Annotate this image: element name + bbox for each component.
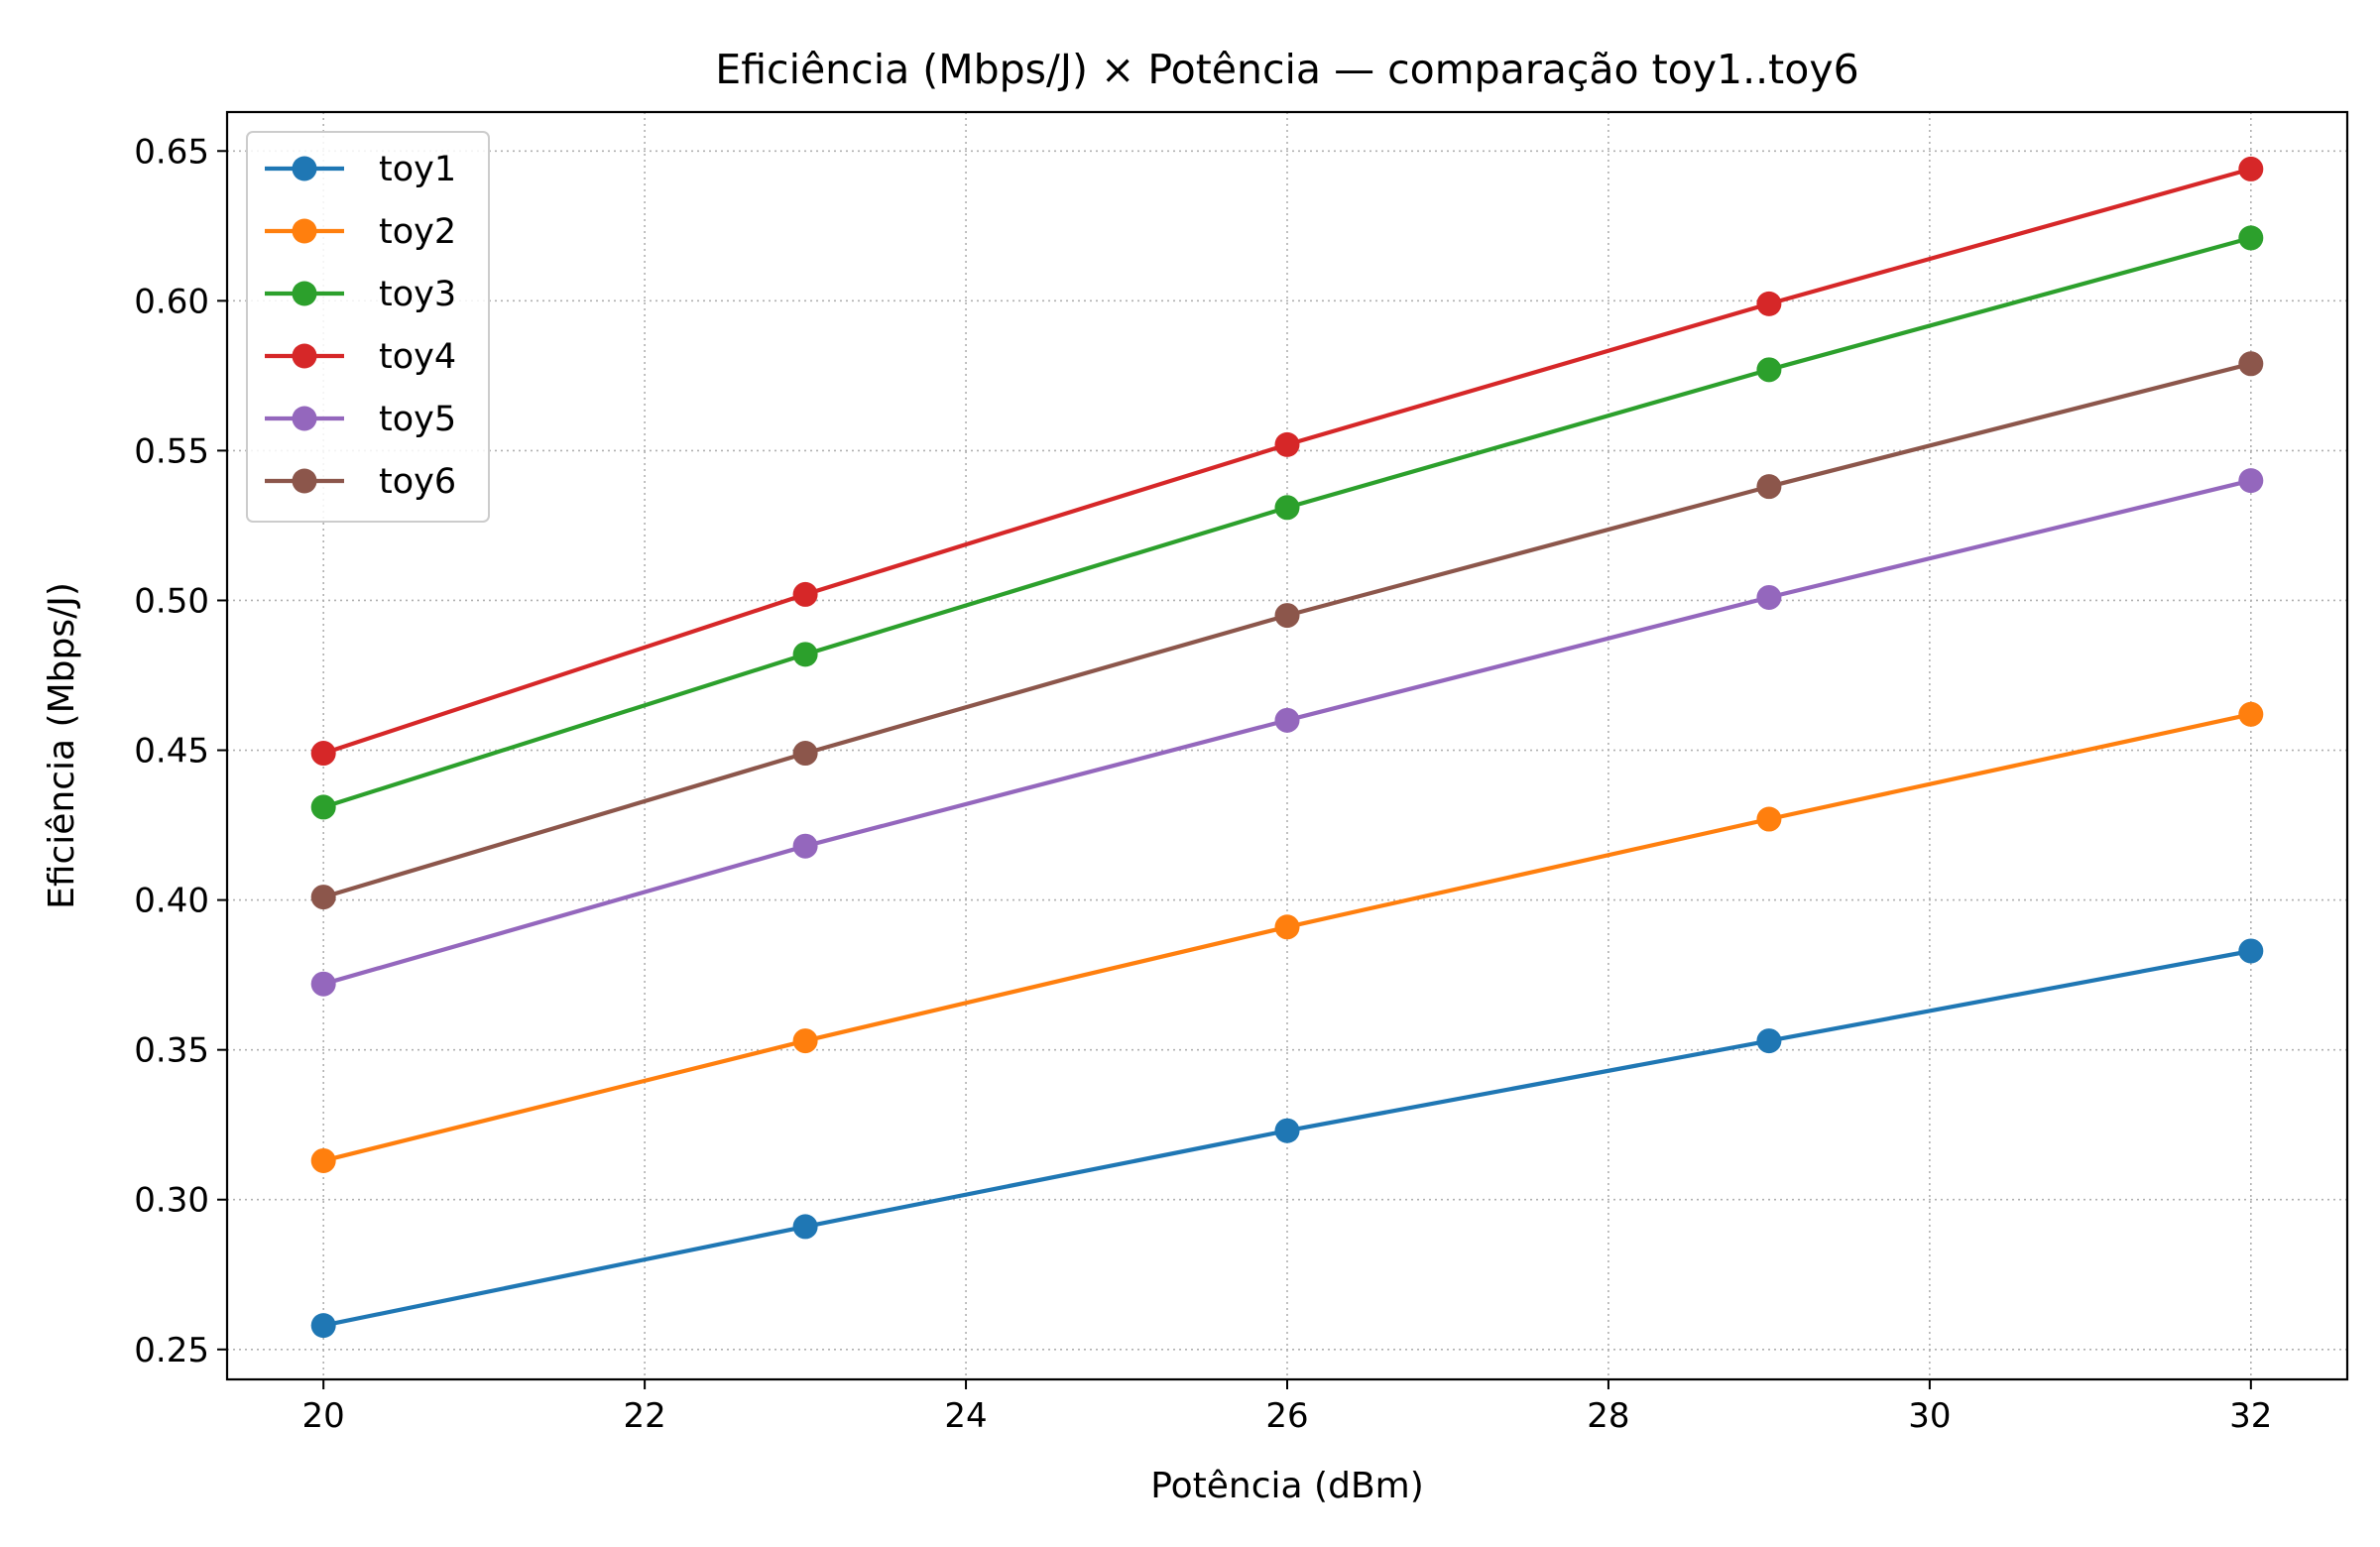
- series-layer: [310, 156, 2264, 1339]
- data-point-toy2: [792, 1028, 818, 1054]
- x-tick-label: 26: [1265, 1396, 1308, 1436]
- series-toy4: [310, 156, 2264, 767]
- data-point-toy5: [1274, 707, 1300, 733]
- legend-label: toy6: [379, 462, 456, 502]
- legend-marker: [292, 406, 317, 431]
- data-point-toy3: [1274, 495, 1300, 521]
- data-point-toy3: [792, 642, 818, 667]
- legend-item-toy2: toy2: [265, 212, 456, 252]
- legend-item-toy3: toy3: [265, 275, 456, 314]
- series-toy2: [310, 701, 2264, 1173]
- y-tick-label: 0.45: [134, 732, 209, 772]
- legend-label: toy1: [379, 150, 456, 189]
- legend-label: toy3: [379, 275, 456, 314]
- series-toy3: [310, 225, 2264, 820]
- legend-marker: [292, 281, 317, 306]
- legend-marker: [292, 468, 317, 494]
- data-point-toy5: [792, 833, 818, 859]
- x-tick-label: 24: [944, 1396, 987, 1436]
- data-point-toy3: [1756, 357, 1782, 383]
- data-point-toy2: [310, 1147, 336, 1173]
- data-point-toy6: [310, 885, 336, 910]
- x-tick-label: 32: [2229, 1396, 2272, 1436]
- data-point-toy1: [310, 1313, 336, 1339]
- y-tick-label: 0.60: [134, 282, 209, 321]
- data-point-toy6: [1274, 603, 1300, 629]
- legend-item-toy6: toy6: [265, 462, 456, 502]
- data-point-toy2: [1756, 806, 1782, 832]
- y-tick-label: 0.50: [134, 581, 209, 621]
- data-point-toy6: [792, 741, 818, 767]
- x-tick-label: 20: [302, 1396, 345, 1436]
- legend: toy1 toy2 toy3 toy4 toy5 toy6: [246, 131, 490, 523]
- data-point-toy4: [2238, 156, 2264, 181]
- x-axis: 20 22 24 26 28 30 32: [302, 1379, 2272, 1436]
- x-tick-label: 30: [1908, 1396, 1951, 1436]
- x-tick-label: 22: [623, 1396, 665, 1436]
- data-point-toy3: [310, 794, 336, 820]
- legend-item-toy4: toy4: [265, 337, 456, 377]
- data-point-toy1: [1274, 1118, 1300, 1143]
- data-point-toy6: [1756, 474, 1782, 500]
- data-point-toy1: [792, 1214, 818, 1240]
- series-toy1: [310, 938, 2264, 1339]
- data-point-toy2: [1274, 914, 1300, 940]
- y-tick-label: 0.55: [134, 431, 209, 471]
- data-point-toy5: [1756, 584, 1782, 610]
- data-point-toy4: [1274, 431, 1300, 457]
- data-point-toy5: [310, 971, 336, 997]
- chart-title: Eficiência (Mbps/J) × Potência — compara…: [715, 46, 1858, 93]
- data-point-toy6: [2238, 351, 2264, 377]
- data-point-toy1: [1756, 1028, 1782, 1054]
- legend-marker: [292, 218, 317, 244]
- legend-label: toy4: [379, 337, 456, 377]
- series-toy5: [310, 468, 2264, 997]
- legend-item-toy1: toy1: [265, 150, 456, 189]
- x-axis-label: Potência (dBm): [1150, 1466, 1424, 1506]
- legend-marker: [292, 343, 317, 369]
- legend-item-toy5: toy5: [265, 400, 456, 439]
- data-point-toy1: [2238, 938, 2264, 964]
- y-tick-label: 0.30: [134, 1181, 209, 1221]
- data-point-toy4: [792, 581, 818, 607]
- y-axis-label: Eficiência (Mbps/J): [42, 582, 82, 909]
- x-tick-label: 28: [1587, 1396, 1629, 1436]
- data-point-toy3: [2238, 225, 2264, 251]
- legend-label: toy2: [379, 212, 456, 252]
- data-point-toy4: [310, 741, 336, 767]
- series-toy6: [310, 351, 2264, 910]
- data-point-toy2: [2238, 701, 2264, 727]
- data-point-toy4: [1756, 291, 1782, 316]
- y-tick-label: 0.35: [134, 1031, 209, 1071]
- y-axis: 0.25 0.30 0.35 0.40 0.45 0.50 0.55 0.60 0.65: [134, 132, 227, 1370]
- legend-label: toy5: [379, 400, 456, 439]
- data-point-toy5: [2238, 468, 2264, 494]
- y-tick-label: 0.65: [134, 132, 209, 172]
- legend-marker: [292, 156, 317, 181]
- y-tick-label: 0.25: [134, 1331, 209, 1370]
- grid: [227, 112, 2347, 1379]
- y-tick-label: 0.40: [134, 882, 209, 921]
